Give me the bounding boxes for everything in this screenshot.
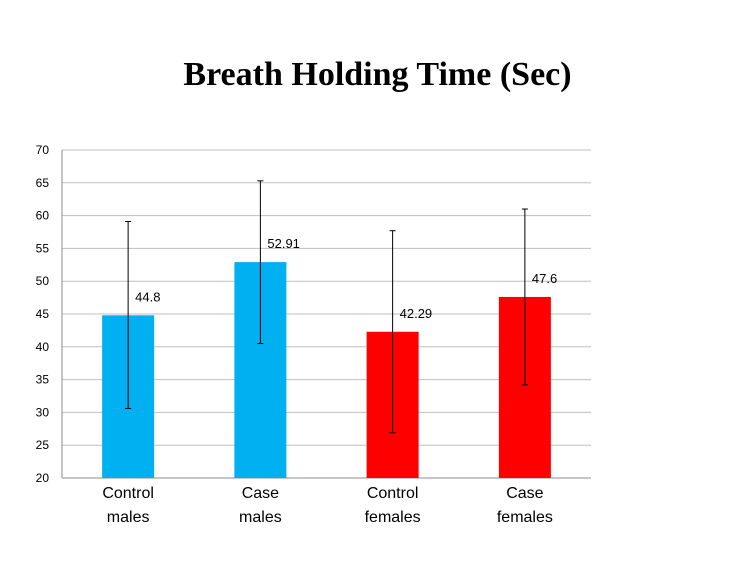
x-category-label: Control [102,485,154,502]
y-tick-label: 65 [36,176,50,190]
y-tick-label: 35 [36,373,50,387]
x-category-label: Case [506,485,543,502]
y-tick-label: 50 [36,274,50,288]
y-tick-label: 60 [36,209,50,223]
y-tick-label: 30 [36,405,50,419]
data-labels: 44.8 52.91 42.29 47.6 [135,236,557,321]
y-tick-label: 25 [36,438,50,452]
data-label: 47.6 [532,271,557,286]
x-axis-categories: Control males Case males Control females Case f… [102,485,553,526]
x-category-label: females [365,509,421,526]
data-label: 42.29 [400,306,433,321]
y-tick-label: 20 [36,471,50,485]
error-bars [125,180,528,434]
x-category-label: Case [242,485,279,502]
y-tick-label: 70 [36,143,50,157]
chart-title: Breath Holding Time (Sec) [183,56,572,93]
x-category-label: males [107,509,150,526]
data-label: 52.91 [267,236,300,251]
y-tick-label: 55 [36,241,50,255]
x-category-label: Control [367,485,419,502]
y-axis-ticks: 20 25 30 35 40 45 50 55 60 65 70 [36,143,50,485]
data-label: 44.8 [135,289,160,304]
y-tick-label: 40 [36,340,50,354]
x-category-label: females [497,509,553,526]
x-category-label: males [239,509,282,526]
y-tick-label: 45 [36,307,50,321]
